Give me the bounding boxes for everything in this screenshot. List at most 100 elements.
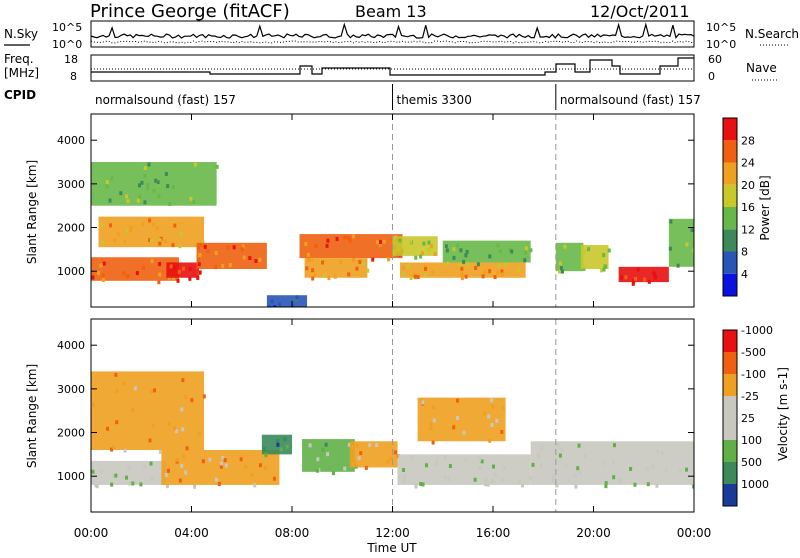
velocity-ylabel: Slant Range [km] [25,364,39,468]
power-cell [602,267,606,272]
power-cell [427,247,431,252]
freq-line [91,57,694,76]
power-cell [488,269,492,274]
power-cell [155,226,159,231]
velocity-cell [564,463,568,468]
power-cell [171,243,175,248]
velocity-cell [110,447,114,452]
velocity-colorbar-swatch [723,396,737,418]
y-tick-label: 1000 [57,265,85,278]
velocity-cell [150,476,154,481]
x-tick-label: 16:00 [476,526,511,540]
velocity-cell [576,466,580,471]
velocity-panel: 1000 2000 3000 4000 [57,318,695,513]
power-cell [321,260,325,265]
y-tick-label: 1000 [57,470,85,483]
power-cell [140,180,144,185]
power-cell [294,297,298,302]
power-cell [141,222,145,227]
power-cell [143,166,147,171]
velocity-cell [456,398,460,403]
velocity-cell [180,463,184,468]
velocity-colorbar-tick: -25 [741,390,759,403]
velocity-cell [131,481,135,486]
cpid-label: CPID [4,88,36,102]
velocity-cell [473,477,477,482]
velocity-cell [114,473,118,478]
power-cell [254,258,258,263]
velocity-cell [355,443,359,448]
power-cell [685,242,689,247]
power-grid [392,114,557,307]
power-cell [148,218,152,223]
velocity-cell [174,429,178,434]
velocity-cell [316,457,320,462]
freq-unit: [MHz] [4,66,39,80]
velocity-cell [393,450,397,455]
nave-label: Nave [746,61,777,75]
power-cell [157,194,161,199]
nave-tick-top: 60 [708,53,722,66]
power-cell [603,264,607,269]
velocity-cell [110,482,114,487]
power-cell [529,248,533,253]
velocity-cell [368,442,372,447]
power-cell [500,269,504,274]
power-cell [215,164,219,169]
power-cell [101,240,105,245]
power-cell [156,180,160,185]
cpid-segment-label: themis 3300 [397,93,472,107]
power-cell [460,272,464,277]
power-cell [348,238,352,243]
velocity-cell [432,418,436,423]
beam-title: Beam 13 [355,2,427,21]
nsky-tick-top: 10^5 [52,21,82,34]
velocity-cell [122,381,126,386]
power-cell [306,252,310,257]
velocity-cell [324,442,328,447]
power-panel: 1000 2000 3000 4000 [57,113,695,308]
power-band [266,295,308,307]
power-cell [158,272,162,277]
power-cell [429,244,433,249]
nsky-label: N.Sky [4,27,38,41]
velocity-cell [618,478,622,483]
power-cell [173,223,177,228]
power-cell [523,258,527,263]
power-cell [129,228,133,233]
velocity-cell [503,465,507,470]
power-cell [653,275,657,280]
velocity-cell [127,465,131,470]
velocity-cell [490,398,494,403]
power-colorbar-tick: 28 [741,134,755,147]
power-cell [240,247,244,252]
x-tick-label: 20:00 [576,526,611,540]
power-cell [558,269,562,274]
velocity-cell [258,463,262,468]
velocity-grid [392,319,557,512]
velocity-cell [221,455,225,460]
velocity-cell [419,398,423,403]
velocity-cell [478,456,482,461]
velocity-cell [175,457,179,462]
power-cell [558,261,562,266]
power-colorbar-swatch [723,118,737,141]
nsearch-tick-bottom: 10^0 [706,38,736,51]
velocity-cell [123,448,127,453]
velocity-cell [540,446,544,451]
power-cell [154,178,158,183]
velocity-cell [182,454,186,459]
power-cell [433,252,437,257]
velocity-cell [493,472,497,477]
power-cell [105,180,109,185]
power-cell [587,247,591,252]
velocity-cell [331,471,335,476]
x-tick-label: 08:00 [275,526,310,540]
power-cell [483,270,487,275]
nsearch-line [90,40,695,44]
power-cell [431,270,435,275]
velocity-cell [487,414,491,419]
velocity-cell [651,464,655,469]
velocity-cell [326,452,330,457]
